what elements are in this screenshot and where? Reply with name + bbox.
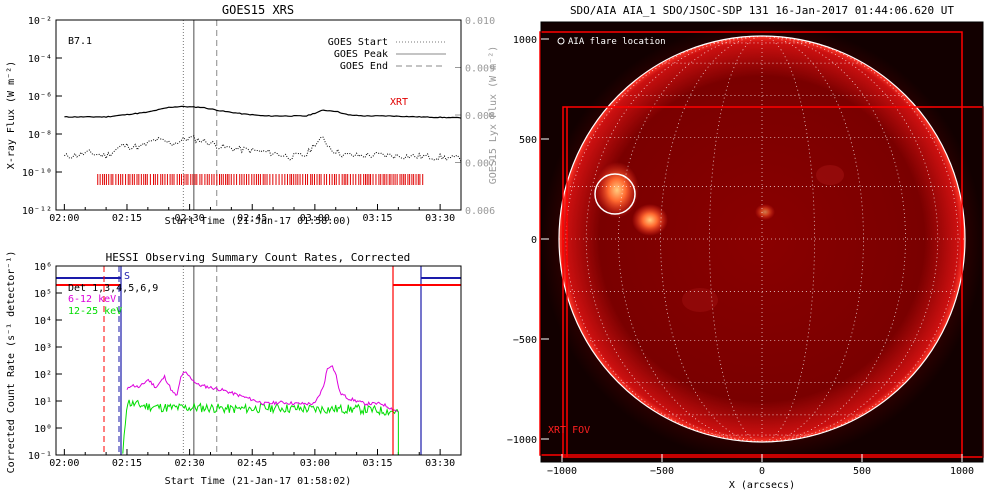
aia-x-tick-label: −1000 [547, 466, 577, 477]
goes-short-channel-line [64, 135, 461, 163]
hessi-x-tick-label: 03:15 [362, 458, 392, 469]
aia-x-tick-label: 500 [853, 466, 871, 477]
goes-yr-tick-label: 0.008 [465, 111, 495, 122]
goes-frame [55, 19, 462, 211]
hessi-x-tick-label: 03:30 [425, 458, 455, 469]
aia-x-ticks: −1000 −500 0 500 1000 [547, 454, 974, 477]
hessi-x-label: Start Time (21-Jan-17 01:58:02) [165, 476, 352, 487]
aia-x-label: X (arcsecs) [729, 480, 795, 491]
hessi-x-tick-label: 02:15 [112, 458, 142, 469]
sun-features [559, 36, 965, 442]
goes-legend: GOES Start GOES Peak GOES End [328, 37, 446, 72]
hessi-y-tick-label: 10² [34, 370, 52, 381]
grid-longitude-line [618, 36, 763, 442]
fov-box-outer [539, 31, 963, 456]
brightening-2 [682, 288, 718, 312]
goes-x-tick-label: 03:15 [362, 213, 392, 224]
legend-marker-icon [557, 37, 565, 45]
hessi-x-tick-label: 02:30 [175, 458, 205, 469]
xrt-fov-label: XRT FOV [548, 425, 590, 436]
goes-x-tick-label: 03:30 [425, 213, 455, 224]
aia-y-tick-label: −1000 [507, 435, 537, 446]
aia-x-tick-label: −500 [650, 466, 674, 477]
hessi-detector-label: Det 1,3,4,5,6,9 [68, 283, 158, 294]
goes-yr-tick-label: 0.006 [465, 206, 495, 217]
goes-y-tick-label: 10⁻⁶ [28, 92, 52, 103]
active-region-center [755, 204, 775, 220]
goes-y-ticks: 10⁻² 10⁻⁴ 10⁻⁶ 10⁻⁸ 10⁻¹⁰ 10⁻¹² [22, 16, 62, 217]
hessi-y-tick-label: 10³ [34, 343, 52, 354]
goes-title: GOES15 XRS [222, 3, 294, 17]
hessi-attenuator-states [56, 266, 461, 455]
aia-x-tick-label: 1000 [950, 466, 974, 477]
hessi-s-label: S [124, 271, 130, 282]
hessi-6-12-line [126, 365, 398, 413]
sun-disk [559, 36, 965, 442]
hessi-12-25-line [122, 399, 399, 454]
hessi-y-ticks: 10⁶ 10⁵ 10⁴ 10³ 10² 10¹ 10⁰ 10⁻¹ [28, 262, 62, 462]
goes-y-tick-label: 10⁻⁸ [28, 130, 52, 141]
hessi-series [122, 365, 399, 455]
grid-longitude-line [761, 36, 906, 442]
hessi-y-label: Corrected Count Rate (s⁻¹ detector⁻¹) [6, 251, 17, 474]
goes-x-tick-label: 02:15 [112, 213, 142, 224]
goes-x-tick-label: 02:00 [49, 213, 79, 224]
solar-limb [558, 35, 966, 443]
heliographic-grid [559, 36, 965, 442]
hessi-x-tick-label: 03:00 [300, 458, 330, 469]
hessi-legend-6-12: 6-12 keV [68, 294, 116, 305]
hessi-y-tick-label: 10⁵ [34, 289, 52, 300]
goes-yr-tick-label: 0.009 [465, 64, 495, 75]
legend-goes-peak: GOES Peak [334, 49, 388, 60]
hessi-y-tick-label: 10⁴ [34, 316, 52, 327]
hessi-y-tick-label: 10⁻¹ [28, 451, 52, 462]
aia-y-tick-label: −500 [513, 335, 537, 346]
goes-panel: GOES15 XRS B7.1 10⁻²10⁻⁴10⁻⁶10⁻⁸10⁻¹⁰10⁻… [6, 3, 499, 227]
brightening-1 [816, 165, 844, 185]
goes-y-label-right: GOES15 Lyx Flux (W m⁻²) [488, 46, 499, 184]
hessi-panel: HESSI Observing Summary Count Rates, Cor… [6, 251, 462, 487]
goes-x-tick-label: 02:45 [237, 213, 267, 224]
active-region-east-2 [632, 204, 668, 236]
xrt-label: XRT [390, 97, 408, 108]
hessi-legend-12-25: 12-25 keV [68, 306, 122, 317]
hessi-event-lines [182, 266, 218, 455]
hessi-frame [55, 265, 462, 456]
legend-goes-start: GOES Start [328, 37, 388, 48]
hessi-y-tick-label: 10⁰ [34, 424, 52, 435]
goes-event-lines [182, 20, 218, 210]
goes-x-tick-label: 02:30 [175, 213, 205, 224]
goes-long-channel-line [64, 105, 461, 119]
legend-goes-end: GOES End [340, 61, 388, 72]
goes-x-label: Start Time (21-Jan-17 01:58:00) [165, 216, 352, 227]
aia-panel: SDO/AIA AIA_1 SDO/JSOC-SDP 131 16-Jan-20… [507, 4, 984, 491]
aia-y-ticks: 1000 500 0 −500 −1000 [507, 35, 549, 446]
hessi-y-tick-label: 10¹ [34, 397, 52, 408]
goes-y-tick-label: 10⁻¹⁰ [22, 168, 52, 179]
aia-legend-label: AIA flare location [568, 37, 666, 47]
goes-yr-tick-label: 0.010 [465, 16, 495, 27]
goes-y-tick-label: 10⁻² [28, 16, 52, 27]
aia-flare-location-marker [594, 173, 636, 215]
xrt-coverage-bars [97, 174, 424, 185]
hessi-y-tick-label: 10⁶ [34, 262, 52, 273]
aia-y-tick-label: 1000 [513, 35, 537, 46]
goes-y-label: X-ray Flux (W m⁻²) [6, 61, 17, 169]
aia-x-tick-label: 0 [759, 466, 765, 477]
goes-y-tick-label: 10⁻¹² [22, 206, 52, 217]
aia-title: SDO/AIA AIA_1 SDO/JSOC-SDP 131 16-Jan-20… [570, 4, 954, 17]
aia-y-tick-label: 500 [519, 135, 537, 146]
goes-panel-label: B7.1 [68, 36, 92, 47]
aia-y-tick-label: 0 [531, 235, 537, 246]
hessi-x-tick-label: 02:00 [49, 458, 79, 469]
hessi-x-ticks: 02:00 02:15 02:30 02:45 03:00 03:15 03:30 [49, 449, 455, 469]
goes-y-tick-label: 10⁻⁴ [28, 54, 52, 65]
hessi-title: HESSI Observing Summary Count Rates, Cor… [106, 251, 411, 264]
goes-yr-tick-label: 0.007 [465, 159, 495, 170]
goes-x-tick-label: 03:00 [300, 213, 330, 224]
hessi-x-tick-label: 02:45 [237, 458, 267, 469]
goes-series [64, 105, 461, 163]
